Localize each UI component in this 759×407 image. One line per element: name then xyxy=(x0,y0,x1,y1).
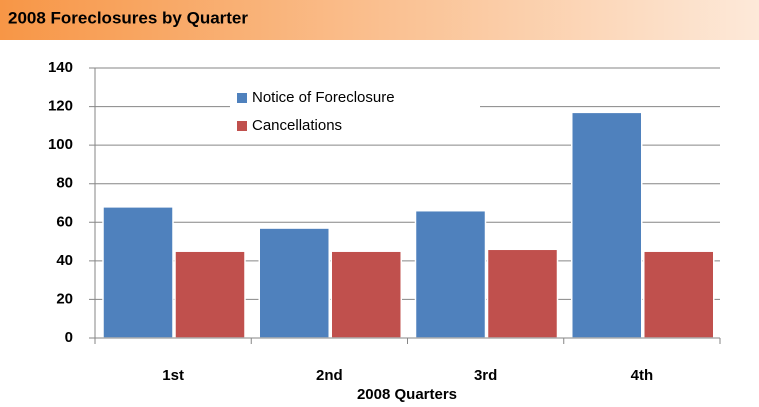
y-tick-label: 100 xyxy=(48,136,73,153)
bar xyxy=(330,250,402,339)
bar xyxy=(174,250,246,339)
bar xyxy=(102,206,174,339)
x-tick-label: 2nd xyxy=(316,367,343,384)
bar xyxy=(643,250,715,339)
bar xyxy=(486,248,559,339)
y-tick-label: 40 xyxy=(56,252,73,269)
bar xyxy=(571,111,643,339)
bar xyxy=(258,227,330,339)
x-tick-label: 3rd xyxy=(474,367,497,384)
y-tick-label: 0 xyxy=(65,329,73,346)
y-tick-label: 60 xyxy=(56,213,73,230)
bar xyxy=(414,209,487,339)
chart-title: 2008 Foreclosures by Quarter xyxy=(8,8,248,27)
legend-label: Notice of Foreclosure xyxy=(252,89,395,106)
header-bar xyxy=(0,0,759,40)
legend-swatch xyxy=(237,93,247,103)
legend-label: Cancellations xyxy=(252,117,342,134)
legend-swatch xyxy=(237,121,247,131)
y-tick-label: 20 xyxy=(56,290,73,307)
legend-box xyxy=(230,86,480,140)
x-tick-label: 4th xyxy=(631,367,654,384)
y-tick-label: 80 xyxy=(56,175,73,192)
y-tick-label: 140 xyxy=(48,59,73,76)
y-tick-label: 120 xyxy=(48,98,73,115)
x-tick-label: 1st xyxy=(162,367,184,384)
x-axis-label: 2008 Quarters xyxy=(357,386,457,403)
